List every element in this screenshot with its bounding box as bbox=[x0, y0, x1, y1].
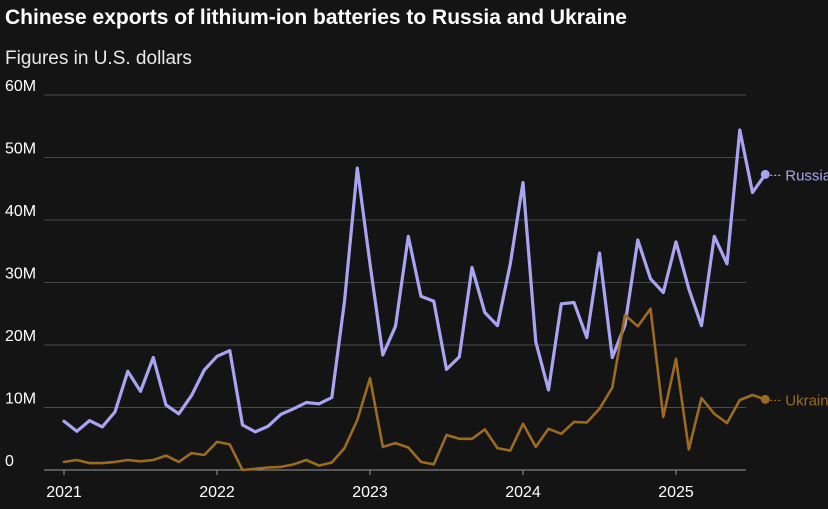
y-tick-label: 0 bbox=[5, 453, 14, 470]
series-endpoint-russia bbox=[760, 169, 770, 179]
series-label-russia: Russia bbox=[785, 167, 828, 184]
series-label-ukraine: Ukraine bbox=[785, 392, 828, 409]
series-lines bbox=[62, 128, 767, 472]
y-tick-label: 30M bbox=[5, 266, 36, 283]
y-tick-label: 60M bbox=[5, 78, 36, 95]
axes: 0 10M 20M 30M 40M 50M 60M 2021 2022 2023 2024 2025 bbox=[5, 78, 694, 501]
gridlines bbox=[44, 94, 746, 471]
y-tick-label: 50M bbox=[5, 141, 36, 158]
x-tick-label: 2023 bbox=[352, 484, 388, 501]
x-tick-label: 2025 bbox=[658, 484, 694, 501]
series-line-ukraine bbox=[62, 307, 767, 472]
y-tick-label: 40M bbox=[5, 203, 36, 220]
chart-title: Chinese exports of lithium-ion batteries… bbox=[5, 6, 627, 29]
series-endpoint-ukraine bbox=[760, 394, 770, 404]
series-labels: Russia Ukraine bbox=[760, 167, 828, 409]
y-tick-label: 20M bbox=[5, 328, 36, 345]
x-tick-label: 2021 bbox=[46, 484, 82, 501]
chart-subtitle: Figures in U.S. dollars bbox=[5, 48, 192, 69]
series-line-russia bbox=[62, 128, 767, 434]
x-tick-label: 2022 bbox=[199, 484, 235, 501]
y-tick-label: 10M bbox=[5, 391, 36, 408]
x-tick-label: 2024 bbox=[505, 484, 541, 501]
